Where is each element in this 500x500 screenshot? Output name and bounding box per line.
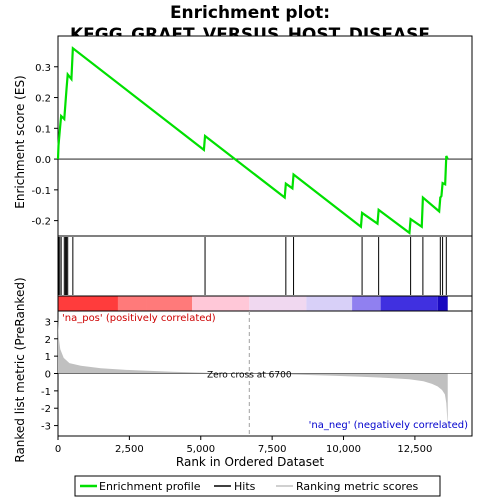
- heat-segment: [146, 296, 193, 311]
- metric-tick-label: -2: [41, 404, 51, 415]
- ranking-metric-area: [58, 317, 448, 433]
- metric-tick-label: 3: [45, 317, 51, 328]
- axis-labels: Rank in Ordered Dataset Enrichment score …: [13, 75, 324, 469]
- es-axis-label: Enrichment score (ES): [13, 75, 27, 208]
- metric-tick-label: 0: [45, 370, 51, 381]
- heat-segment: [58, 296, 118, 311]
- es-tick-label: 0.2: [35, 94, 51, 105]
- heat-segment: [352, 296, 381, 311]
- ranked-metric-panel: Zero cross at 6700 'na_pos' (positively c…: [41, 310, 473, 455]
- metric-tick-label: 1: [45, 352, 51, 363]
- es-plot-frame: [57, 35, 473, 237]
- heat-segment: [192, 296, 250, 311]
- es-tick-label: -0.2: [31, 217, 51, 228]
- x-tick-label: 12,500: [397, 444, 432, 455]
- x-tick-label: 0: [55, 444, 61, 455]
- enrichment-profile-line: [56, 46, 449, 235]
- x-tick-label: 10,000: [326, 444, 361, 455]
- metric-axis-label: Ranked list metric (PreRanked): [13, 277, 27, 462]
- enrichment-score-panel: -0.2 -0.1 0.0 0.1 0.2 0.3: [31, 35, 473, 237]
- legend-box: [74, 475, 441, 497]
- positive-correlation-label: 'na_pos' (positively correlated): [62, 313, 216, 324]
- hits-frame: [57, 235, 473, 297]
- es-tick-label: 0.0: [35, 155, 51, 166]
- legend: Enrichment profile Hits Ranking metric sco…: [74, 475, 441, 497]
- heat-segment: [380, 296, 438, 311]
- metric-tick-label: -3: [41, 422, 51, 433]
- chart-title-line: Enrichment plot:: [170, 3, 330, 23]
- ranking-heatmap-bar: [57, 295, 473, 312]
- es-tick-label: 0.3: [35, 63, 51, 74]
- legend-hits-label: Hits: [234, 480, 256, 493]
- legend-enrichment-label: Enrichment profile: [99, 480, 201, 493]
- hits-panel: [57, 235, 473, 297]
- heat-segment: [117, 296, 147, 311]
- es-tick-label: 0.1: [35, 124, 51, 135]
- legend-metric-label: Ranking metric scores: [296, 480, 418, 493]
- x-tick-label: 7,500: [258, 444, 287, 455]
- heat-segment: [249, 296, 307, 311]
- heat-segment: [437, 296, 448, 311]
- negative-correlation-label: 'na_neg' (negatively correlated): [309, 420, 468, 431]
- metric-tick-label: 2: [45, 335, 51, 346]
- es-tick-label: -0.1: [31, 186, 51, 197]
- heat-segment: [306, 296, 353, 311]
- x-tick-label: 2,500: [115, 444, 144, 455]
- x-tick-label: 5,000: [186, 444, 215, 455]
- x-axis-label: Rank in Ordered Dataset: [176, 455, 324, 469]
- zero-cross-label: Zero cross at 6700: [207, 371, 292, 381]
- metric-tick-label: -1: [41, 387, 51, 398]
